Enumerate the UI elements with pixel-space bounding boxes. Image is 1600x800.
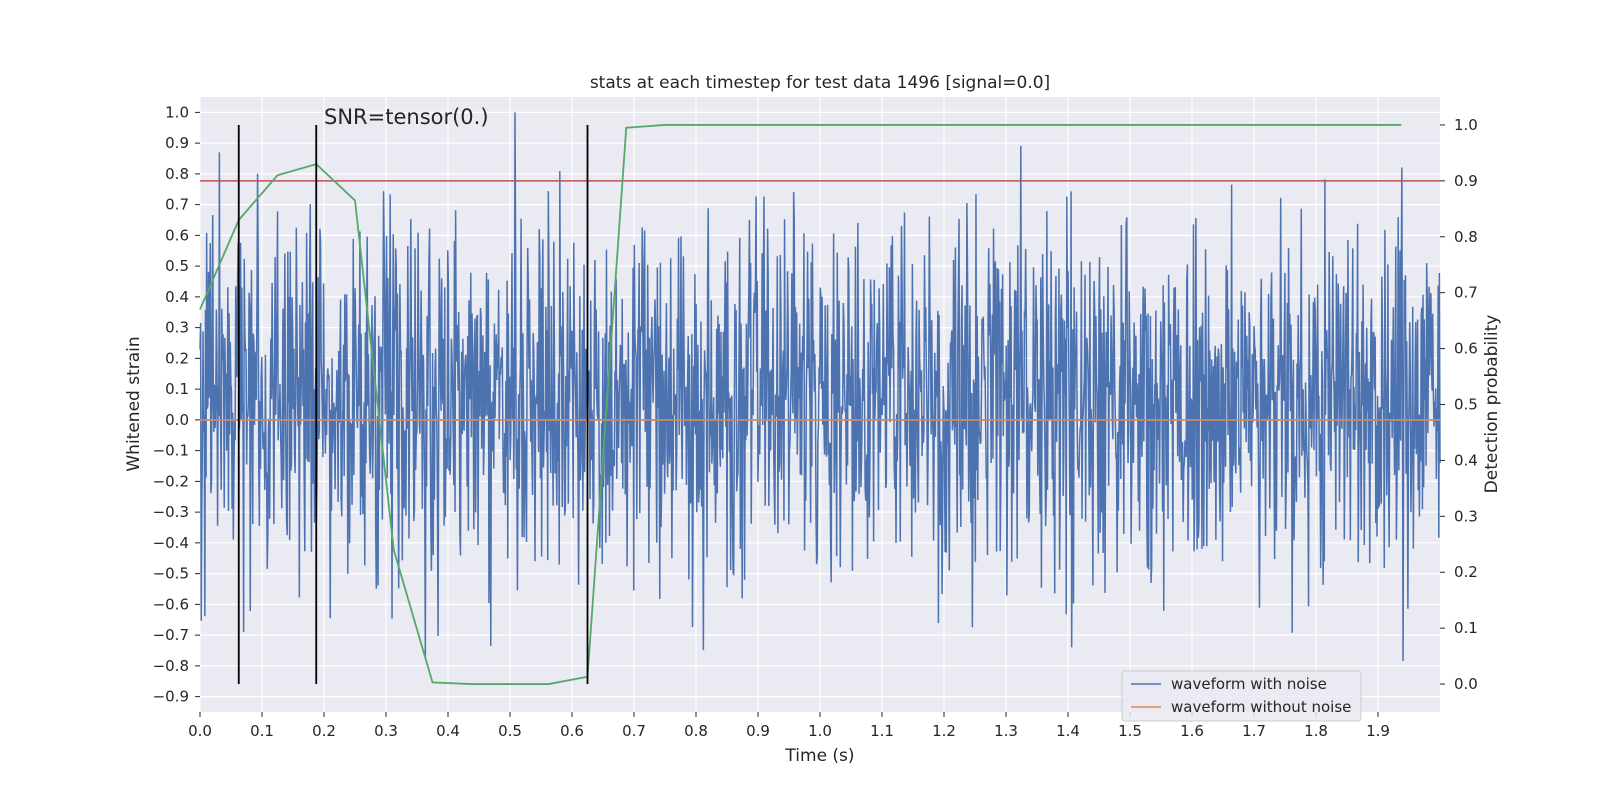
- y2-tick-label-8: 0.2: [1454, 563, 1478, 581]
- x-tick-label-14: 1.4: [1056, 722, 1080, 740]
- x-tick-label-0: 0.0: [188, 722, 212, 740]
- x-tick-label-13: 1.3: [994, 722, 1018, 740]
- x-tick-label-19: 1.9: [1366, 722, 1390, 740]
- y2-tick-label-9: 0.1: [1454, 619, 1478, 637]
- x-tick-label-3: 0.3: [374, 722, 398, 740]
- x-tick-label-11: 1.1: [870, 722, 894, 740]
- y-axis-label: Whitened strain: [124, 336, 144, 471]
- y-tick-label-18: −0.8: [153, 657, 189, 675]
- snr-annotation: SNR=tensor(0.): [324, 105, 489, 129]
- legend-box: [1121, 670, 1362, 722]
- event-vertical-lines: [237, 124, 589, 685]
- y-tick-label-4: 0.6: [165, 226, 189, 244]
- y-axis-ticks: 1.0 0.9 0.8 0.7 0.6 0.5 0.4 0.3 0.2 0.1 0.0 −0.1 −0.…: [153, 103, 200, 706]
- x-tick-label-17: 1.7: [1242, 722, 1266, 740]
- y-tick-label-3: 0.7: [165, 196, 189, 214]
- y2-tick-label-2: 0.8: [1454, 228, 1478, 246]
- y-tick-label-7: 0.3: [165, 319, 189, 337]
- y-tick-label-14: −0.4: [153, 534, 189, 552]
- y2-tick-label-4: 0.6: [1454, 340, 1478, 358]
- x-tick-label-16: 1.6: [1180, 722, 1204, 740]
- x-tick-label-4: 0.4: [436, 722, 460, 740]
- x-axis-label: Time (s): [784, 746, 854, 766]
- series-waveform-with-noise: [199, 112, 1441, 661]
- y2-axis-ticks: 1.0 0.9 0.8 0.7 0.6 0.5 0.4 0.3 0.2 0.1 0.0: [1440, 116, 1478, 693]
- y2-tick-label-0: 1.0: [1454, 116, 1478, 134]
- y-tick-label-1: 0.9: [165, 134, 189, 152]
- chart-title: stats at each timestep for test data 149…: [590, 73, 1050, 93]
- x-tick-label-9: 0.9: [746, 722, 770, 740]
- y-tick-label-2: 0.8: [165, 165, 189, 183]
- y2-tick-label-7: 0.3: [1454, 507, 1478, 525]
- x-tick-label-8: 0.8: [684, 722, 708, 740]
- y-tick-label-8: 0.2: [165, 349, 189, 367]
- x-tick-label-7: 0.7: [622, 722, 646, 740]
- y-tick-label-17: −0.7: [153, 626, 189, 644]
- y2-axis-label: Detection probability: [1482, 315, 1502, 494]
- x-tick-label-2: 0.2: [312, 722, 336, 740]
- y2-tick-label-5: 0.5: [1454, 396, 1478, 414]
- y-tick-label-6: 0.4: [165, 288, 189, 306]
- y-tick-label-16: −0.6: [153, 595, 189, 613]
- y2-tick-label-10: 0.0: [1454, 675, 1478, 693]
- x-tick-label-10: 1.0: [808, 722, 832, 740]
- y-tick-label-19: −0.9: [153, 688, 189, 706]
- y-tick-label-10: 0.0: [165, 411, 189, 429]
- y-tick-label-11: −0.1: [153, 442, 189, 460]
- x-tick-label-15: 1.5: [1118, 722, 1142, 740]
- x-axis-ticks: 0.0 0.1 0.2 0.3 0.4 0.5 0.6 0.7 0.8 0.9 1.0 1.1 1.2 1…: [188, 712, 1390, 740]
- y2-tick-label-1: 0.9: [1454, 172, 1478, 190]
- y-tick-label-9: 0.1: [165, 380, 189, 398]
- x-tick-label-12: 1.2: [932, 722, 956, 740]
- y-tick-label-13: −0.3: [153, 503, 189, 521]
- y-tick-label-12: −0.2: [153, 472, 189, 490]
- waveform-with-noise-line: [199, 112, 1441, 661]
- x-tick-label-5: 0.5: [498, 722, 522, 740]
- y-tick-label-5: 0.5: [165, 257, 189, 275]
- legend: waveform with noise waveform without noi…: [1121, 670, 1362, 722]
- x-tick-label-18: 1.8: [1304, 722, 1328, 740]
- x-tick-label-1: 0.1: [250, 722, 274, 740]
- y-tick-label-15: −0.5: [153, 565, 189, 583]
- y2-tick-label-3: 0.7: [1454, 284, 1478, 302]
- legend-label-waveform-with-noise: waveform with noise: [1171, 675, 1327, 693]
- y2-tick-label-6: 0.4: [1454, 451, 1478, 469]
- x-tick-label-6: 0.6: [560, 722, 584, 740]
- y-tick-label-0: 1.0: [165, 103, 189, 121]
- legend-label-waveform-without-noise: waveform without noise: [1171, 698, 1351, 716]
